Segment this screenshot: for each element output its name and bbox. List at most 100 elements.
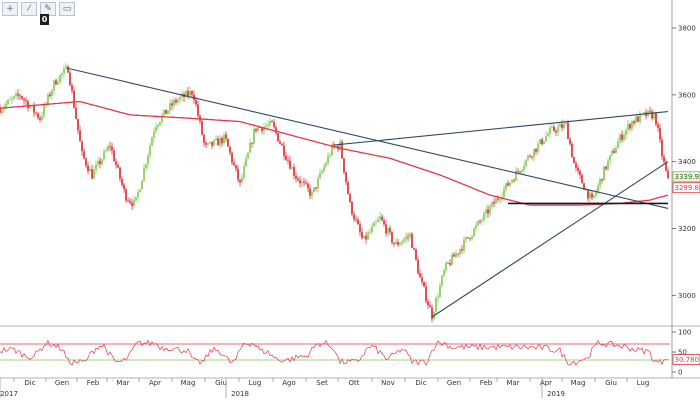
rectangle-icon[interactable]: ▭ (59, 2, 75, 16)
month-label: Mag (571, 379, 586, 387)
candle-body (37, 113, 39, 118)
candle-body (211, 141, 213, 146)
candle-body (443, 270, 445, 276)
candle-body (269, 120, 271, 125)
candle-body (437, 296, 439, 299)
candle-body (213, 140, 215, 146)
candle-body (361, 232, 363, 239)
candle-body (299, 180, 301, 184)
candle-body (355, 219, 357, 221)
candle-body (503, 189, 505, 197)
candle-body (521, 169, 523, 172)
candle-body (11, 98, 13, 100)
candle-body (163, 109, 165, 116)
candle-body (305, 182, 307, 184)
candle-body (533, 148, 535, 158)
candle-body (653, 112, 655, 119)
candle-body (659, 127, 661, 140)
candle-body (461, 249, 463, 251)
candle-body (529, 155, 531, 157)
candle-body (655, 112, 657, 125)
rsi-indicator-panel: 100 50 0 30.7807 (0, 329, 700, 377)
candle-body (223, 134, 225, 144)
price-panel: 3800 3600 3400 3200 3000 3339.9560 3299.8410 (0, 0, 700, 378)
candle-body (403, 239, 405, 242)
candle-body (315, 187, 317, 189)
candle-body (293, 167, 295, 176)
candle-body (631, 121, 633, 129)
candle-body (77, 118, 79, 131)
candle-body (487, 209, 489, 214)
candle-body (181, 94, 183, 98)
ma-value-label-box (672, 182, 700, 194)
moving-average-line (0, 100, 669, 206)
candle-body (335, 145, 337, 147)
candle-body (35, 112, 37, 114)
candle-body (13, 95, 15, 99)
trendline (431, 161, 669, 318)
month-label: Apr (540, 379, 552, 387)
rsi-value-label-text: 30.7807 (675, 356, 700, 364)
plus-icon[interactable]: + (2, 2, 18, 16)
candle-body (379, 216, 381, 220)
candle-body (507, 183, 509, 186)
candle-body (71, 85, 73, 91)
candle-body (611, 150, 613, 156)
candle-body (537, 143, 539, 152)
candle-body (253, 128, 255, 144)
candle-body (47, 94, 49, 104)
candle-body (351, 201, 353, 215)
draw-line-icon[interactable]: ⁄ (21, 2, 37, 16)
candle-body (97, 160, 99, 165)
candle-body (217, 138, 219, 146)
candle-body (565, 122, 567, 124)
candle-body (557, 126, 559, 133)
candle-body (203, 134, 205, 143)
candle-body (197, 104, 199, 116)
price-tick-label: 3800 (678, 25, 696, 33)
candle-body (143, 168, 145, 181)
price-tick-label: 3000 (678, 292, 696, 300)
candle-body (597, 185, 599, 192)
candle-body (177, 99, 179, 103)
candle-body (427, 301, 429, 306)
candle-body (323, 166, 325, 172)
candle-body (141, 180, 143, 190)
candle-body (497, 198, 499, 200)
candle-body (563, 123, 565, 129)
candle-body (9, 99, 11, 101)
candle-body (367, 232, 369, 240)
candle-body (473, 228, 475, 237)
candle-body (251, 142, 253, 144)
candle-body (369, 231, 371, 233)
candle-body (75, 107, 77, 119)
candle-body (661, 139, 663, 157)
candle-body (399, 243, 401, 245)
candle-body (363, 235, 365, 239)
candle-body (125, 189, 127, 201)
candle-body (241, 177, 243, 183)
candle-body (411, 233, 413, 249)
candle-body (623, 135, 625, 140)
candle-body (635, 116, 637, 124)
candle-body (601, 179, 603, 181)
candle-body (117, 165, 119, 168)
candle-body (49, 94, 51, 97)
candle-body (511, 180, 513, 183)
candle-body (665, 161, 667, 171)
candle-body (431, 307, 433, 319)
candle-body (643, 112, 645, 114)
candle-body (571, 144, 573, 158)
candle-body (613, 150, 615, 154)
candle-body (127, 200, 129, 202)
rsi-tick-label: 0 (678, 369, 682, 377)
candle-body (467, 237, 469, 239)
candle-body (637, 116, 639, 122)
month-label: Giu (605, 379, 617, 387)
candle-body (567, 122, 569, 140)
candle-body (285, 155, 287, 160)
candle-body (349, 193, 351, 202)
candle-body (215, 138, 217, 141)
candle-body (627, 124, 629, 130)
candle-body (541, 139, 543, 145)
